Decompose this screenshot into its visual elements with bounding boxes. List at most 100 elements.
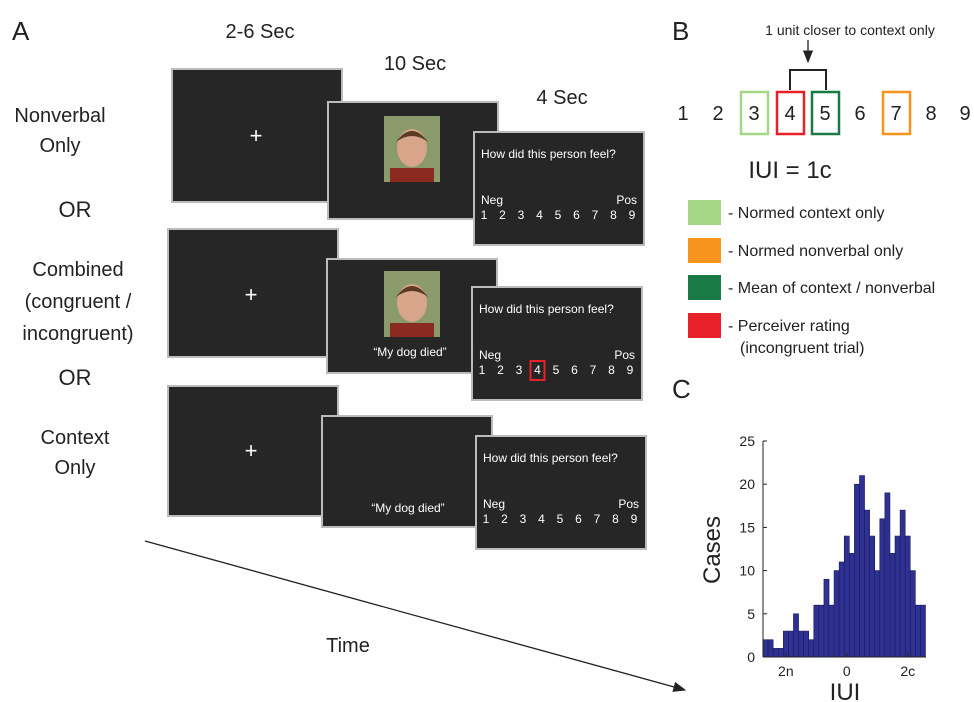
bar [828,604,835,658]
screen-bg [473,131,645,246]
scale-digit: 4 [538,512,545,526]
context-screen: “My dog died” [321,415,493,528]
scale-digit: 6 [575,512,582,526]
scale-digit: 7 [590,363,597,377]
scale-digit: 1 [479,363,486,377]
timing: 2-6 Sec [226,21,295,43]
scale-number: 1 [677,103,688,125]
bar [803,630,810,658]
photo-hair [396,131,428,142]
bar [813,604,820,658]
legend-text: - Normed nonverbal only [728,243,903,260]
bar [915,604,921,658]
fixation-screen: + [167,228,339,358]
scale-number: 3 [748,103,759,125]
pos-label: Pos [614,348,635,362]
fixation: + [250,123,263,148]
bar [788,630,794,658]
bar [909,570,916,658]
x-tick-label: 2c [900,663,915,679]
scale-digit: 9 [627,363,634,377]
legend-text: - Mean of context / nonverbal [728,280,935,297]
fixation-screen: + [167,385,339,517]
bar [818,604,825,658]
y-tick-label: 25 [739,433,755,449]
bar [874,570,881,658]
scale-number: 9 [959,103,970,125]
legend-swatch [688,313,721,338]
bar [772,648,779,658]
bar [859,475,865,658]
condition-label: incongruent) [22,323,133,345]
legend-text: - Normed context only [728,205,885,222]
scale-box [775,90,806,136]
scale-digit: 1 [483,512,490,526]
legend-swatch [688,275,721,300]
scale-box [881,90,912,136]
neg-label: Neg [479,348,501,362]
scale-digit: 3 [518,208,525,222]
pos-label: Pos [616,193,637,207]
bar [798,630,804,658]
bar [833,570,840,658]
photo-hair [396,286,428,297]
sentence: “My dog died” [371,501,444,515]
bar [767,639,774,658]
x-axis-label: IUI [830,679,861,702]
y-axis-label: Cases [699,516,726,584]
time-arrow [144,540,687,692]
bar [854,483,860,658]
scale-digit: 7 [594,512,601,526]
bar [869,535,876,658]
bar [762,639,769,658]
bar [777,648,784,658]
scale-number: 8 [925,103,936,125]
scale-digit: 7 [592,208,599,222]
question: How did this person feel? [479,302,614,316]
rating-screen: How did this person feel? Neg Pos 1 2 3 4 5 6 7 8 9 [475,435,647,550]
bar [889,553,896,658]
bar [849,553,855,658]
separator: OR [59,197,92,222]
scale-digit: 6 [573,208,580,222]
x-tick-label: 0 [843,663,851,679]
scale-digit: 4 [534,363,541,377]
scale-digit: 5 [555,208,562,222]
scale-digit: 2 [499,208,506,222]
scale-digit: 4 [536,208,543,222]
bar [838,561,845,658]
question: How did this person feel? [481,147,616,161]
y-tick-label: 5 [747,606,755,622]
face-screen: “My dog died” [326,258,498,374]
legend-text: - Perceiver rating [728,318,850,335]
question: How did this person feel? [483,451,618,465]
scale-digit: 9 [629,208,636,222]
screen-bg [471,286,643,401]
scale-number: 6 [854,103,865,125]
x-tick-label: 2n [778,663,794,679]
rating-screen: How did this person feel? Neg Pos 1 2 3 4 5 6 7 8 9 [471,286,643,401]
separator: OR [59,365,92,390]
rating-screen: How did this person feel? Neg Pos 1 2 3 4 5 6 7 8 9 [473,131,645,246]
scale-digit: 5 [557,512,564,526]
bar [904,535,911,658]
legend-swatch [688,200,721,225]
scale-digit: 3 [516,363,523,377]
bar [808,639,815,658]
scale-box [810,90,841,136]
bracket [789,69,827,90]
neg-label: Neg [483,497,505,511]
bar [823,578,830,658]
scale-box [739,90,770,136]
y-tick-label: 0 [747,649,755,665]
pos-label: Pos [618,497,639,511]
panel-label: A [12,16,30,46]
bar [884,492,891,658]
time-label: Time [326,635,370,657]
fixation: + [245,438,258,463]
legend-swatch [688,238,721,263]
fixation-screen: + [171,68,343,203]
rating-box [529,360,546,381]
face-screen [327,101,499,220]
